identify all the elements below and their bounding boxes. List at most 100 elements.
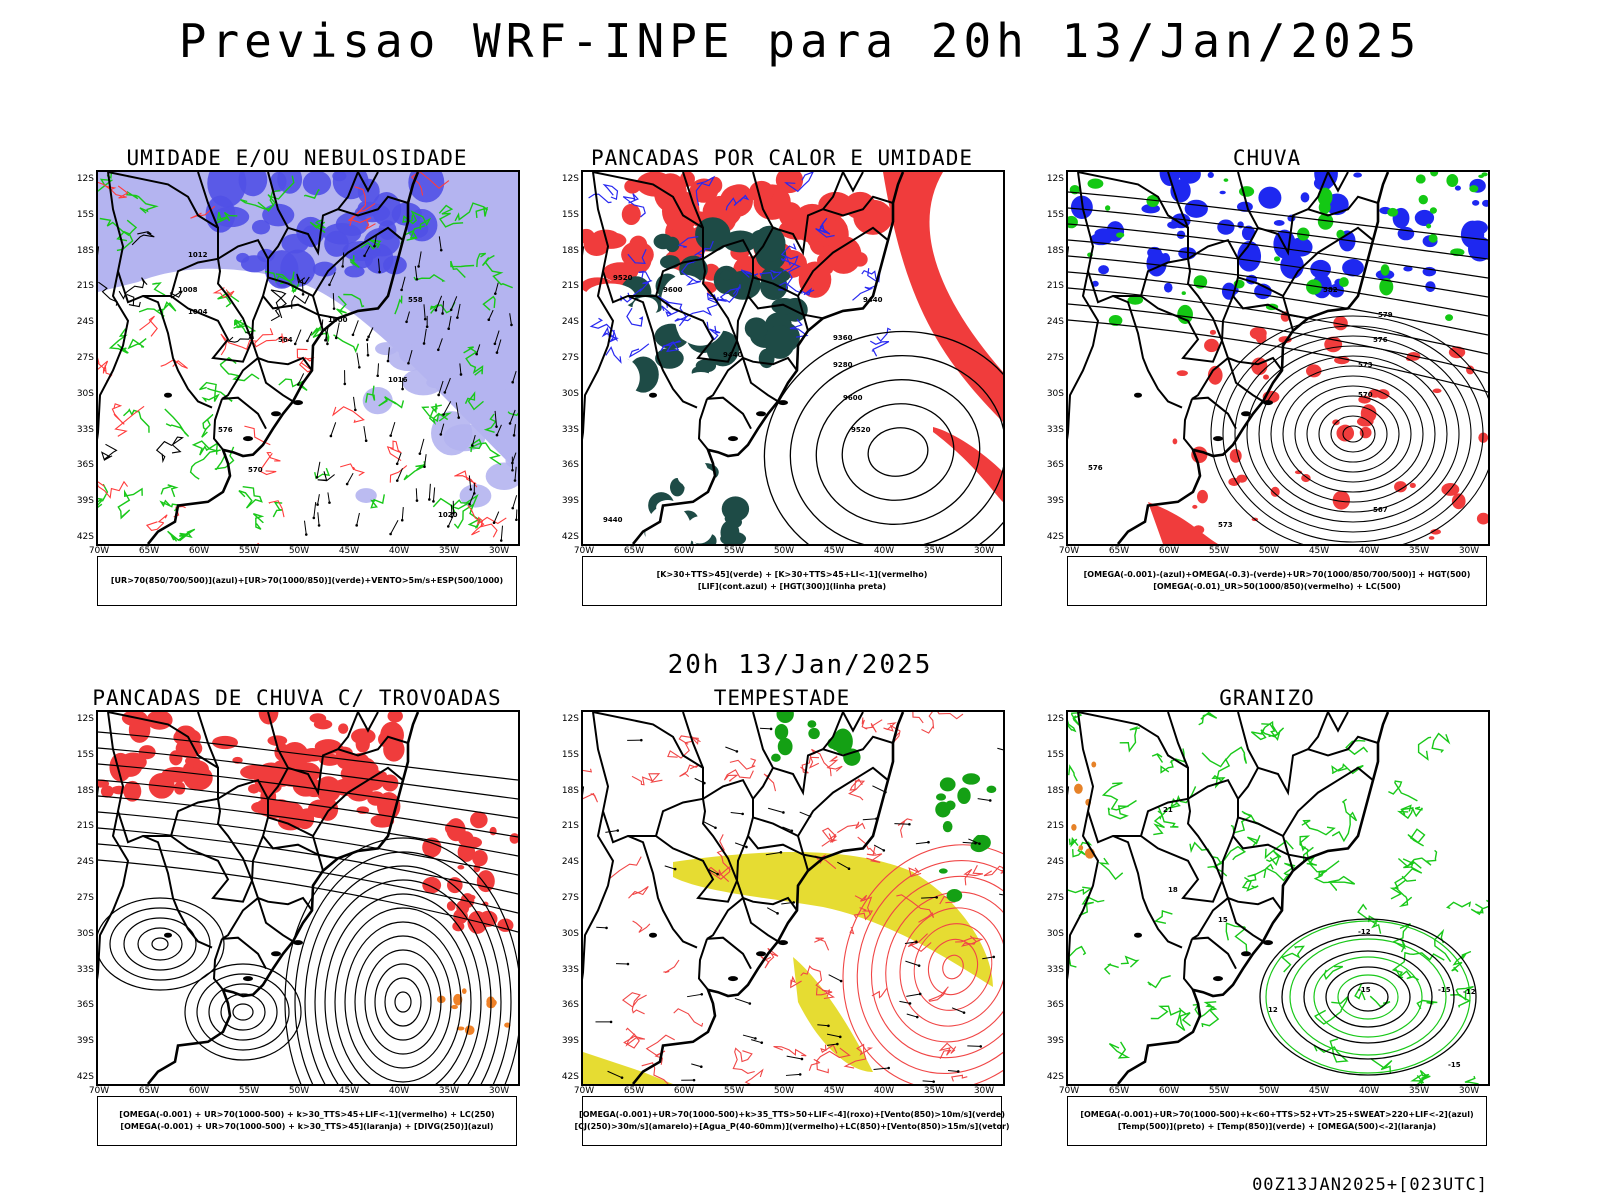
lat-tick-label: 12S [1046, 714, 1064, 724]
wind-vector-shaft [437, 338, 443, 350]
heat-green-cell [659, 255, 680, 269]
pressure-contours-line [126, 293, 141, 308]
omega500-orange-cell [1091, 761, 1097, 768]
border-line [257, 896, 313, 911]
border-line [752, 766, 889, 838]
rain-green-cell [1380, 264, 1390, 276]
temp850-contours-line [1313, 1038, 1349, 1063]
wind-vector-head [494, 292, 497, 295]
heat-green-cell [760, 272, 788, 301]
wind850-green-north-cell [771, 753, 781, 762]
border-line [98, 811, 130, 980]
stream-lines-line [1068, 319, 1488, 393]
wind-vector-shaft [313, 502, 317, 518]
wind850-green-cell [946, 888, 963, 903]
wind-vector-shaft [514, 466, 517, 481]
lc850-contours-line [628, 886, 649, 899]
panel-title: PANCADAS POR CALOR E UMIDADE [590, 146, 973, 170]
rain-green-cell [1428, 233, 1438, 243]
green-contours-line [507, 411, 518, 417]
wind-vector-shaft [702, 820, 716, 829]
lc850-contours-line [583, 792, 599, 803]
wind-vector-head [432, 500, 435, 503]
rain-red-cell [1209, 329, 1217, 335]
lat-tick-label: 15S [561, 209, 579, 220]
legend-line: [OMEGA(-0.001)+UR>70(1000-500)+k>35_TTS>… [579, 1110, 1005, 1119]
lc850-contours-line [631, 773, 663, 786]
wind-vector-head [887, 1066, 891, 1070]
omega500-orange-cell [1071, 824, 1077, 831]
wind-vector-head [495, 433, 499, 437]
contour-label: 567 [1373, 506, 1388, 514]
border-line [1237, 712, 1329, 796]
lc250-east-ring [384, 977, 422, 1027]
wind-vector-shaft [332, 293, 335, 309]
lc850-contours-line [826, 755, 843, 772]
lon-tick-label: 45W [823, 546, 845, 556]
green-contours-line [99, 217, 138, 237]
rain-blue-cell [1176, 230, 1186, 239]
wind-vector-head [345, 482, 349, 486]
border-line [752, 712, 844, 796]
hgt-labels: 579 576 573 570 567 582 576 573 [1088, 286, 1393, 529]
lon-tick-label: 40W [1358, 1086, 1380, 1096]
rain-red-cell [1251, 357, 1268, 376]
lon-tick-label: 50W [773, 1086, 795, 1096]
wind-vector-head [328, 501, 331, 504]
stream-lines-line [1068, 287, 1488, 355]
hgt500-contours-ring [1270, 365, 1436, 503]
contour-label: 579 [1378, 311, 1393, 319]
border-line [261, 817, 339, 860]
wind-vector-head [324, 338, 327, 342]
wind-vector-head [401, 387, 404, 391]
lon-tick-label: 65W [138, 1086, 160, 1096]
green-contours-line [272, 501, 283, 518]
border-line [1221, 295, 1234, 341]
wind-vector-head [915, 1015, 919, 1019]
green-contours-line [199, 381, 220, 403]
lon-tick-label: 55W [723, 1086, 745, 1096]
wind-vector-head [609, 1020, 613, 1024]
wind-vector-shaft [353, 396, 356, 410]
wind-vector-shaft [450, 296, 458, 310]
lif-contours-line [740, 269, 759, 278]
lat-tick-label: 42S [1046, 532, 1064, 542]
lake-mark [728, 976, 738, 982]
lc850-contours-line [983, 865, 1003, 877]
humidity-core-cell [238, 172, 268, 197]
wind-vector-shaft [356, 512, 360, 526]
red-dashed-contours-line [410, 172, 450, 196]
lc850-contours-line [673, 1008, 704, 1028]
wind-vector [293, 235, 518, 542]
lat-tick-label: 30S [561, 388, 579, 399]
storm-red-cell [258, 712, 279, 725]
lif-contours-line [869, 340, 890, 357]
hgt-labels: 9600 9520 9440 9360 9280 9600 9520 9440 9440 [603, 274, 883, 524]
coastline [631, 712, 905, 1084]
border-line [742, 356, 798, 371]
wind-vector-head [620, 1076, 624, 1079]
border-line [357, 172, 379, 193]
lat-tick-label: 18S [76, 245, 94, 256]
lc850-contours-line [837, 821, 866, 834]
lc850-contours-line [907, 933, 932, 952]
wind-vector-shaft [734, 997, 750, 1004]
stream-lines-line [1068, 223, 1488, 279]
lc850-contours-line [908, 867, 922, 878]
wind-vector-head [792, 901, 795, 904]
contour-label: 21 [1163, 806, 1173, 814]
lon-tick-label: 40W [873, 546, 895, 556]
border-line [197, 712, 219, 769]
wind-vector-head [457, 416, 461, 419]
border-line [736, 295, 749, 341]
wind-vector-shaft [352, 320, 359, 335]
temp850-contours [1068, 712, 1488, 1084]
lake-mark [1241, 951, 1251, 957]
border-line [1221, 835, 1234, 881]
lon-tick-label: 70W [573, 1086, 595, 1096]
wind-vector-shaft [317, 494, 320, 505]
panel-title: PANCADAS DE CHUVA C/ TROVOADAS [92, 686, 502, 710]
stream-lines-line [1068, 239, 1488, 298]
lc250-west-ring [137, 927, 183, 961]
wind-vector-shaft [327, 492, 330, 503]
